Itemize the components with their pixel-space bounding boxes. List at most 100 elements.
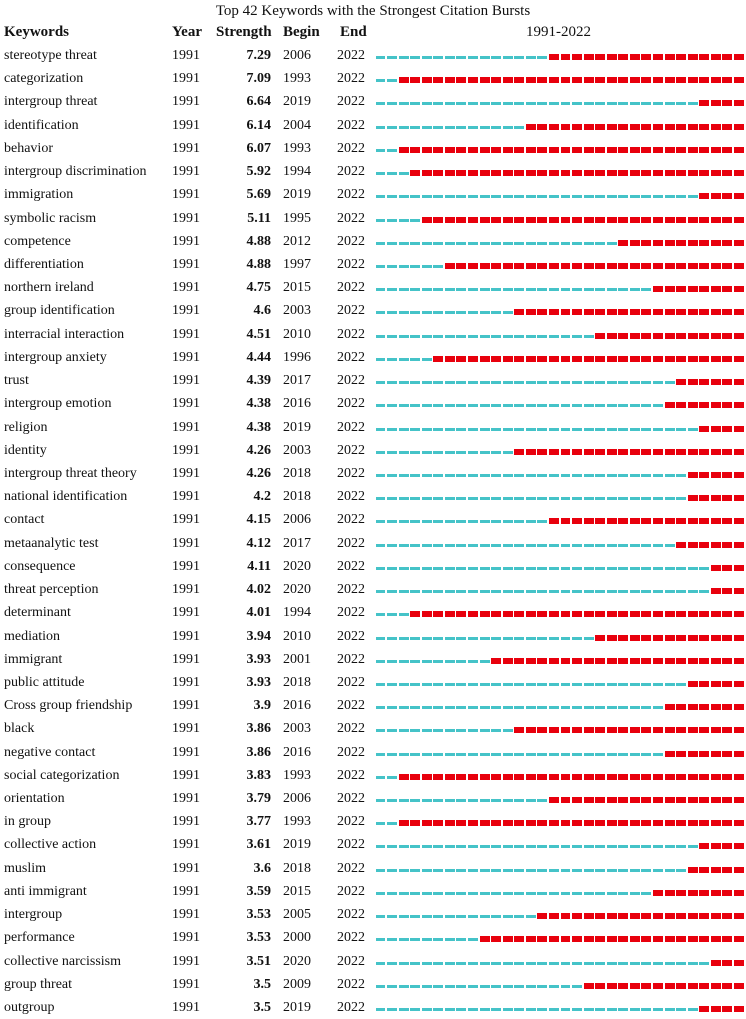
keyword-label: intergroup threat theory: [4, 465, 137, 481]
year-segment: [387, 520, 398, 524]
keyword-label: identity: [4, 442, 47, 458]
burst-year-segment: [676, 936, 687, 943]
burst-year-segment: [641, 216, 652, 223]
burst-timeline: [375, 276, 746, 299]
burst-year-segment: [595, 332, 606, 339]
year-segment: [398, 334, 409, 338]
year-segment: [421, 427, 432, 431]
year-segment: [583, 961, 594, 965]
year-segment: [375, 241, 386, 245]
year-segment: [468, 404, 478, 408]
year-segment: [398, 613, 409, 617]
year-segment: [398, 659, 409, 663]
year-segment: [433, 891, 444, 895]
year-segment: [479, 752, 490, 756]
burst-year-segment: [479, 773, 490, 780]
table-row: mediation 1991 3.94 2010 2022: [0, 625, 746, 648]
strength-value: 3.93: [246, 651, 272, 667]
table-row: metaanalytic test 1991 4.12 2017 2022: [0, 532, 746, 555]
year-segment: [468, 891, 478, 895]
burst-year-segment: [722, 843, 733, 850]
burst-year-segment: [537, 170, 548, 177]
burst-year-segment: [491, 773, 502, 780]
year-segment: [583, 752, 594, 756]
burst-year-segment: [687, 495, 698, 502]
burst-year-segment: [710, 170, 721, 177]
year-segment: [491, 427, 502, 431]
year-segment: [456, 1008, 467, 1012]
year-segment: [664, 590, 675, 594]
year-segment: [444, 450, 455, 454]
year-segment: [514, 520, 525, 524]
year-segment: [641, 891, 652, 895]
strength-value: 3.77: [246, 814, 272, 830]
burst-year-segment: [699, 495, 710, 502]
year-segment: [583, 241, 594, 245]
year-segment: [468, 845, 478, 849]
year-segment: [444, 102, 455, 106]
strength-value: 6.14: [246, 117, 272, 133]
year-segment: [410, 938, 421, 942]
burst-year-segment: [664, 216, 675, 223]
burst-year-segment: [699, 100, 710, 107]
year-segment: [456, 241, 467, 245]
burst-year-segment: [618, 123, 629, 130]
end-value: 2022: [337, 442, 365, 458]
year-segment: [433, 473, 444, 477]
burst-year-segment: [710, 959, 721, 966]
year-segment: [687, 102, 698, 106]
year-segment: [433, 845, 444, 849]
begin-value: 2017: [283, 373, 311, 389]
year-segment: [606, 381, 617, 385]
year-segment: [537, 682, 548, 686]
year-value: 1991: [172, 814, 200, 830]
burst-year-segment: [548, 448, 559, 455]
burst-year-segment: [710, 355, 721, 362]
end-value: 2022: [337, 744, 365, 760]
burst-year-segment: [699, 355, 710, 362]
burst-year-segment: [722, 727, 733, 734]
end-value: 2022: [337, 605, 365, 621]
burst-year-segment: [456, 355, 467, 362]
year-segment: [572, 845, 583, 849]
year-segment: [479, 659, 490, 663]
burst-year-segment: [699, 54, 710, 60]
year-segment: [387, 148, 398, 152]
burst-year-segment: [433, 820, 444, 827]
burst-year-segment: [595, 262, 606, 269]
year-segment: [421, 288, 432, 292]
strength-value: 4.02: [246, 582, 272, 598]
year-segment: [676, 868, 687, 872]
year-segment: [537, 102, 548, 106]
burst-year-segment: [618, 913, 629, 920]
burst-year-segment: [699, 471, 710, 478]
burst-year-segment: [733, 100, 744, 107]
burst-year-segment: [618, 611, 629, 618]
strength-value: 7.09: [246, 71, 272, 87]
year-segment: [699, 566, 710, 570]
year-segment: [560, 102, 571, 106]
year-segment: [479, 520, 490, 524]
year-segment: [560, 590, 571, 594]
burst-year-segment: [410, 773, 421, 780]
year-segment: [560, 543, 571, 547]
year-segment: [641, 288, 652, 292]
burst-year-segment: [733, 495, 744, 502]
burst-year-segment: [641, 773, 652, 780]
begin-value: 2009: [283, 976, 311, 992]
burst-year-segment: [583, 518, 594, 525]
year-segment: [537, 427, 548, 431]
burst-year-segment: [548, 309, 559, 316]
begin-value: 2012: [283, 233, 311, 249]
burst-year-segment: [687, 936, 698, 943]
year-segment: [502, 427, 513, 431]
year-segment: [410, 961, 421, 965]
burst-year-segment: [525, 727, 536, 734]
burst-year-segment: [687, 889, 698, 896]
year-segment: [583, 868, 594, 872]
burst-year-segment: [722, 332, 733, 339]
year-segment: [525, 799, 536, 803]
year-segment: [421, 845, 432, 849]
burst-year-segment: [710, 564, 721, 571]
table-row: interracial interaction 1991 4.51 2010 2022: [0, 323, 746, 346]
